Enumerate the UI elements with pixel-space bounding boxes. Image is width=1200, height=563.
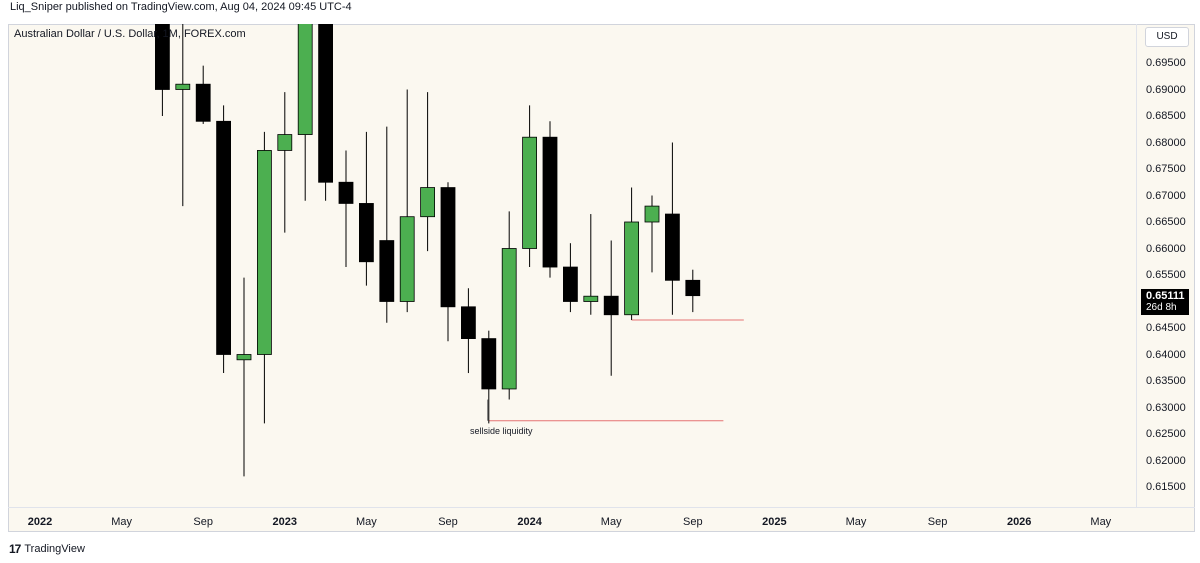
time-tick-label: 2023: [272, 516, 298, 528]
candle-down[interactable]: [338, 181, 354, 204]
tradingview-logo[interactable]: 17 TradingView: [9, 542, 85, 556]
candle-up[interactable]: [624, 221, 639, 316]
candle-up[interactable]: [236, 354, 252, 361]
time-scale-divider: [8, 507, 1195, 508]
candle-down[interactable]: [542, 136, 558, 268]
time-tick-label: 2025: [762, 516, 787, 528]
last-price-value: 0.65111: [1146, 290, 1185, 302]
time-tick-label: May: [1090, 516, 1112, 528]
price-tick-label: 0.66500: [1146, 216, 1186, 228]
candle-down[interactable]: [379, 240, 395, 302]
time-tick-label: 2024: [517, 516, 542, 528]
bar-countdown: 26d 8h: [1146, 302, 1177, 313]
time-tick-label: Sep: [193, 516, 213, 528]
candle-up[interactable]: [256, 150, 272, 355]
candle-up[interactable]: [175, 83, 191, 90]
candle-down[interactable]: [318, 0, 334, 183]
price-tick-label: 0.69500: [1146, 57, 1186, 69]
time-tick-label: May: [600, 516, 622, 528]
candle-down[interactable]: [665, 213, 680, 281]
price-tick-label: 0.68000: [1146, 136, 1186, 149]
time-tick-label: Sep: [438, 516, 458, 528]
price-tick-label: 0.64000: [1146, 348, 1186, 361]
candle-up[interactable]: [501, 248, 517, 390]
price-tick-label: 0.66000: [1146, 242, 1186, 255]
symbol-legend[interactable]: Australian Dollar / U.S. Dollar, 1M, FOR…: [14, 28, 246, 40]
price-tick-label: 0.67500: [1146, 163, 1186, 175]
time-tick-label: May: [111, 516, 132, 528]
candle-down[interactable]: [481, 338, 497, 390]
candle-up[interactable]: [297, 0, 313, 135]
candle-up[interactable]: [399, 216, 415, 302]
publish-header: Liq_Sniper published on TradingView.com,…: [0, 0, 1200, 24]
candle-up[interactable]: [420, 187, 436, 218]
price-tick-label: 0.63500: [1146, 375, 1186, 387]
time-tick-label: Sep: [683, 516, 703, 528]
price-tick-label: 0.68500: [1146, 110, 1186, 122]
candle-up[interactable]: [583, 295, 599, 302]
candle-down[interactable]: [216, 120, 232, 355]
time-tick-label: Sep: [927, 516, 948, 528]
candle-up[interactable]: [644, 205, 660, 223]
time-tick-label: 2026: [1006, 516, 1032, 528]
candle-down[interactable]: [603, 295, 619, 316]
price-tick-label: 0.61500: [1146, 481, 1186, 493]
price-tick-label: 0.65500: [1146, 269, 1186, 281]
candle-down[interactable]: [685, 279, 701, 297]
publish-header-text: Liq_Sniper published on TradingView.com,…: [10, 1, 352, 13]
price-tick-label: 0.62000: [1146, 454, 1186, 467]
tradingview-logo-icon: 17: [9, 542, 21, 556]
price-tick-label: 0.67000: [1146, 189, 1186, 202]
currency-button[interactable]: USD: [1145, 27, 1189, 47]
candle-down[interactable]: [440, 187, 456, 308]
time-tick-label: May: [845, 516, 867, 528]
tradingview-brand: TradingView: [24, 543, 85, 555]
candle-down[interactable]: [563, 266, 578, 302]
candle-down[interactable]: [154, 0, 170, 90]
candle-up[interactable]: [277, 134, 293, 151]
last-price-badge: 0.65111 26d 8h: [1141, 289, 1189, 315]
price-tick-label: 0.62500: [1146, 428, 1186, 440]
price-tick-label: 0.69000: [1146, 83, 1186, 96]
price-tick-label: 0.64500: [1146, 322, 1186, 334]
time-tick-label: 2022: [27, 516, 53, 528]
sellside-liquidity-label: sellside liquidity: [470, 426, 533, 436]
time-tick-label: May: [356, 516, 377, 528]
candle-up[interactable]: [522, 136, 537, 249]
price-tick-label: 0.63000: [1146, 401, 1186, 414]
candle-down[interactable]: [195, 83, 211, 122]
price-scale-divider: [1136, 24, 1137, 508]
candle-down[interactable]: [460, 306, 476, 339]
candle-down[interactable]: [358, 203, 374, 263]
